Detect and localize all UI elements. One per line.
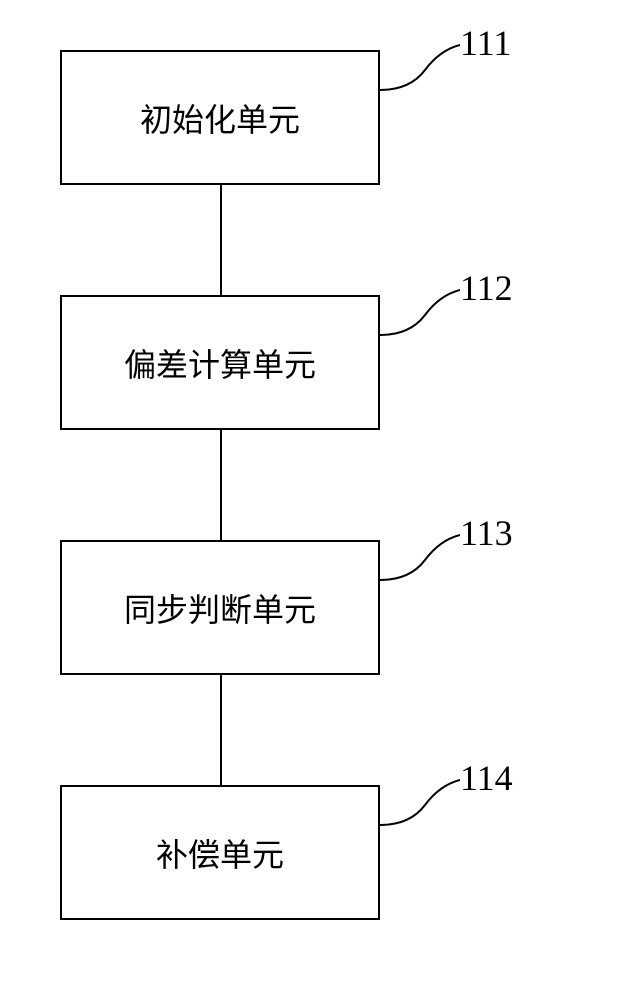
node-label: 初始化单元 xyxy=(140,95,300,141)
connector-3-4 xyxy=(220,675,222,785)
node-label: 补偿单元 xyxy=(156,830,284,876)
node-label: 同步判断单元 xyxy=(124,585,316,631)
callout-label-114: 114 xyxy=(460,757,513,799)
node-deviation-calc-unit: 偏差计算单元 xyxy=(60,295,380,430)
callout-curve xyxy=(380,280,460,340)
connector-1-2 xyxy=(220,185,222,295)
callout-label-113: 113 xyxy=(460,512,513,554)
node-init-unit: 初始化单元 xyxy=(60,50,380,185)
callout-label-112: 112 xyxy=(460,267,513,309)
connector-2-3 xyxy=(220,430,222,540)
callout-curve xyxy=(380,770,460,830)
callout-label-111: 111 xyxy=(460,22,511,64)
node-label: 偏差计算单元 xyxy=(124,340,316,386)
node-compensation-unit: 补偿单元 xyxy=(60,785,380,920)
callout-curve xyxy=(380,525,460,585)
callout-curve xyxy=(380,35,460,95)
node-sync-judge-unit: 同步判断单元 xyxy=(60,540,380,675)
